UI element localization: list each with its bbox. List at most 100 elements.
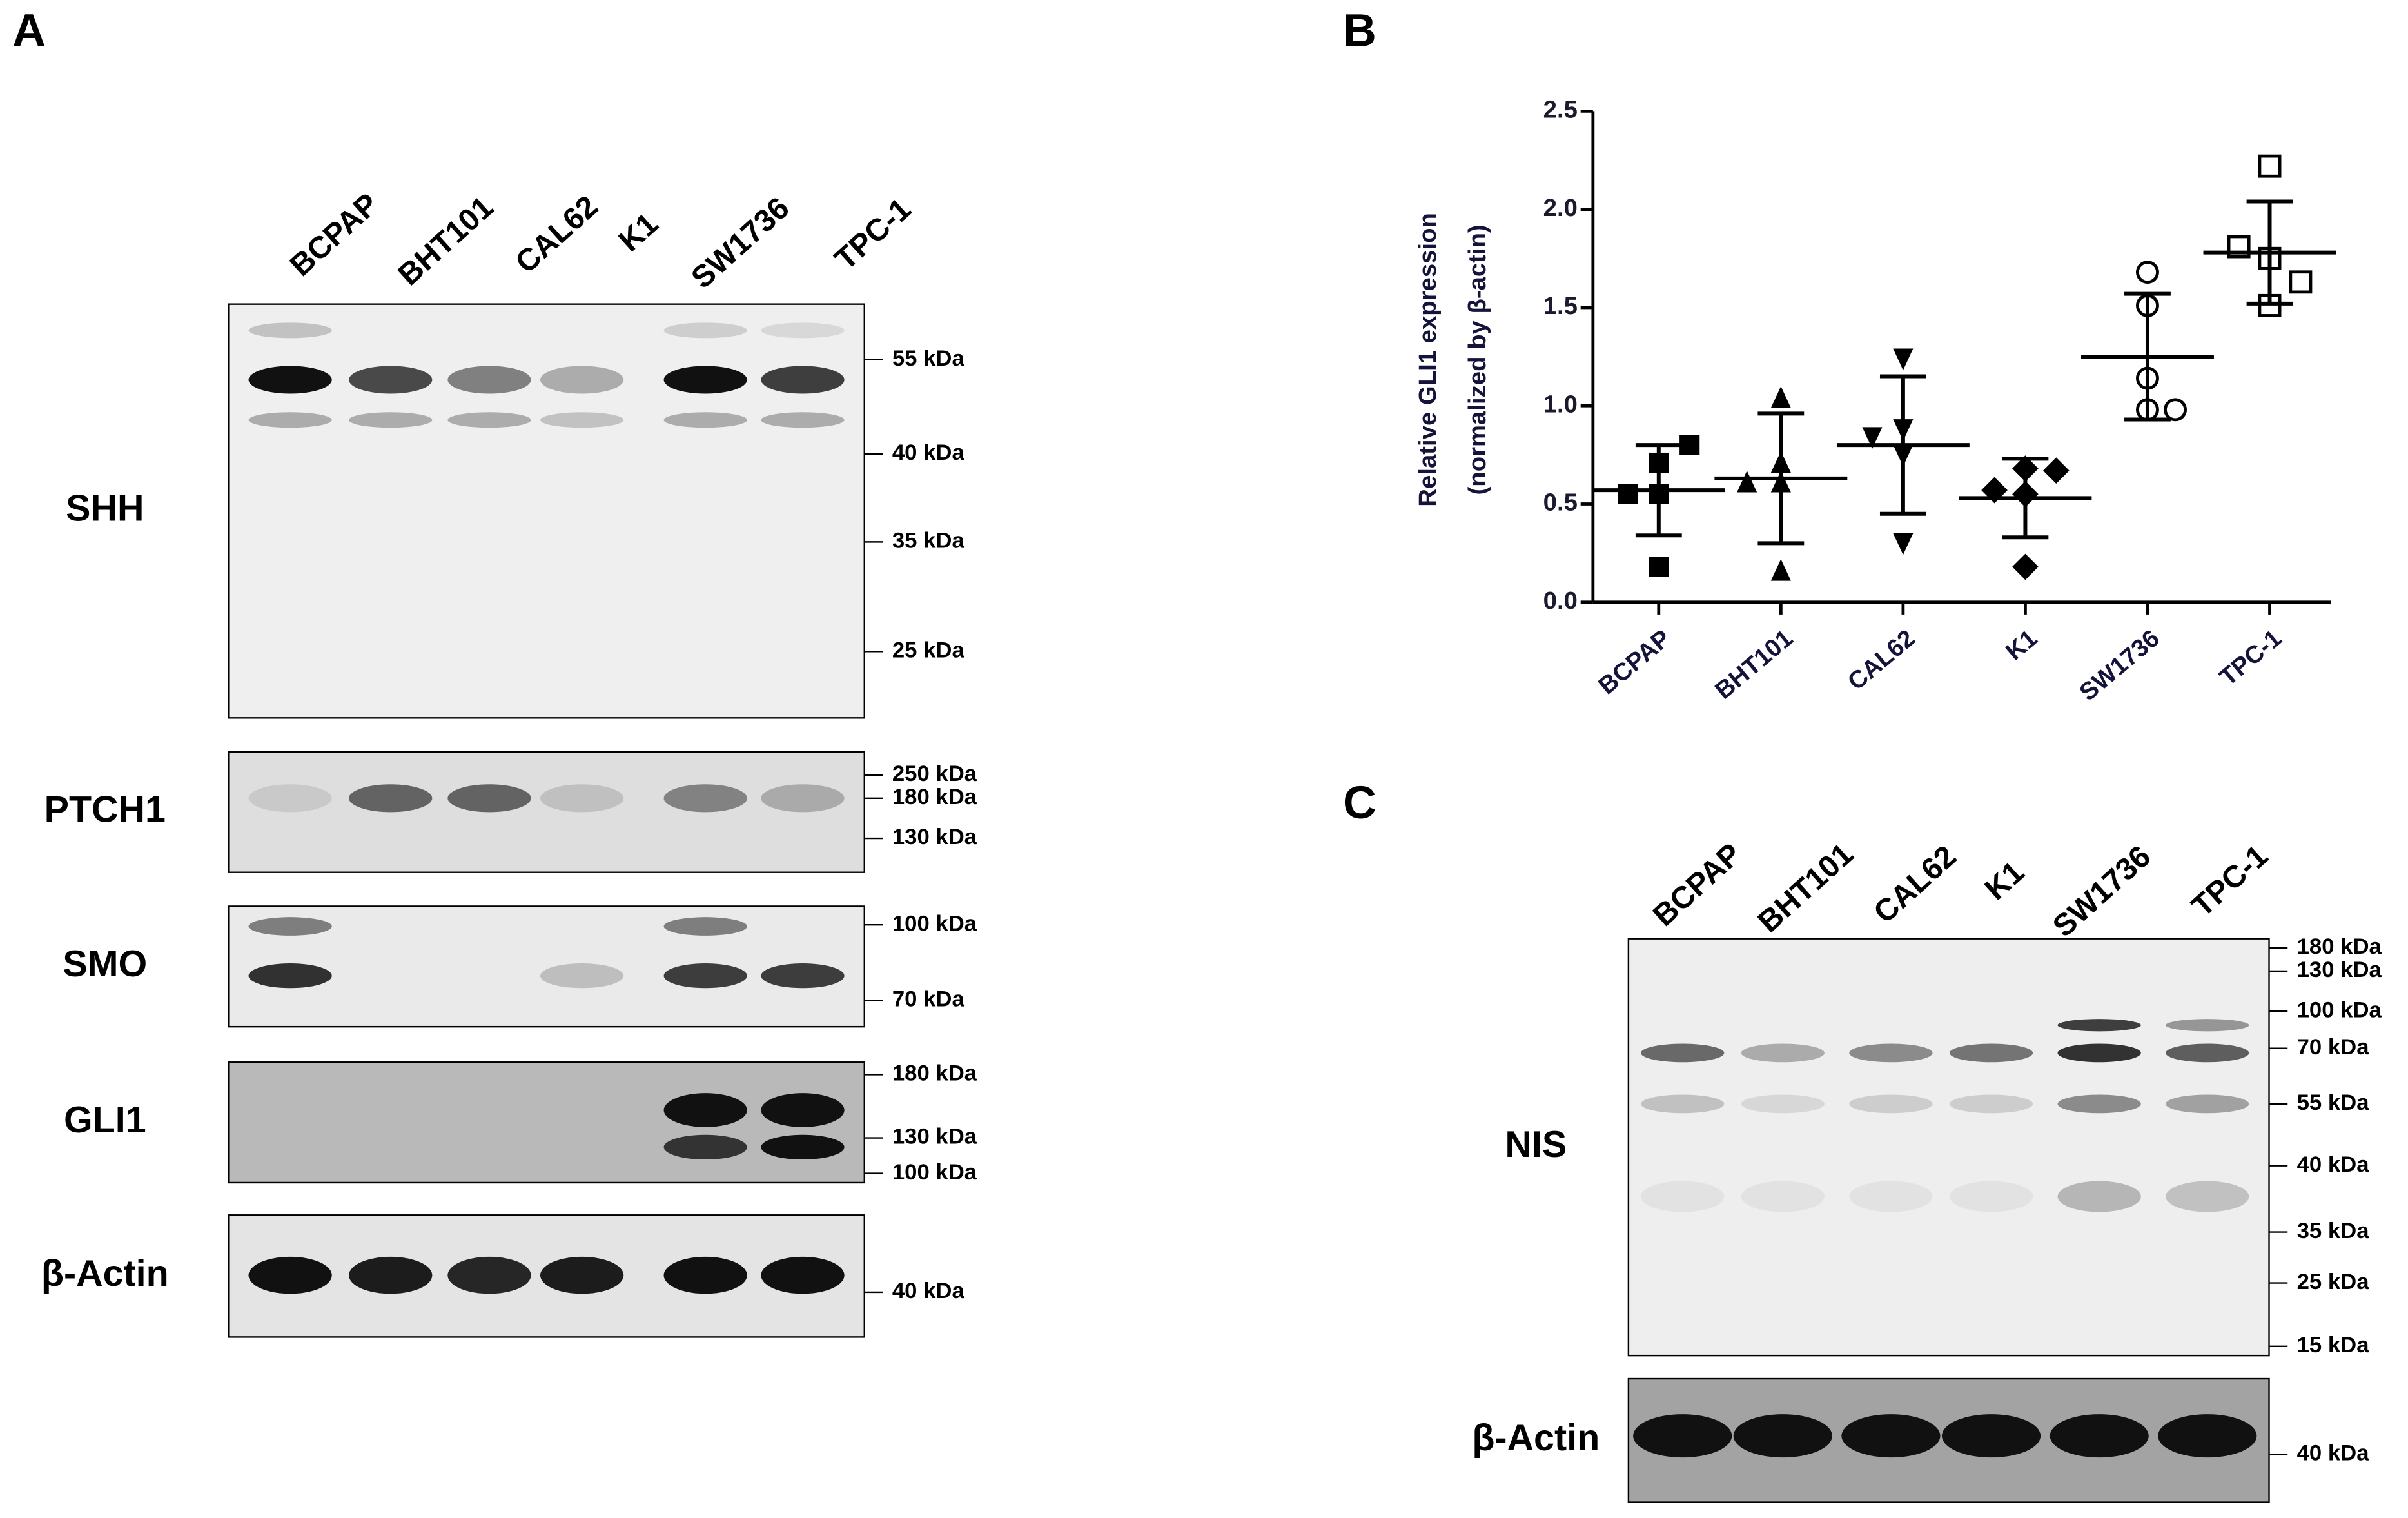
band <box>248 963 332 989</box>
band <box>540 784 624 813</box>
band <box>2166 1181 2249 1212</box>
marker-label: 40 kDa <box>892 440 965 465</box>
marker-label: 25 kDa <box>892 638 965 663</box>
point <box>1679 435 1700 455</box>
band <box>540 963 624 989</box>
band <box>248 1256 332 1294</box>
band <box>761 1134 845 1160</box>
marker-label: 35 kDa <box>892 529 965 553</box>
band <box>248 917 332 936</box>
point <box>2164 398 2188 422</box>
point <box>1893 533 1914 555</box>
marker-label: 180 kDa <box>892 785 977 809</box>
band <box>1949 1094 2033 1114</box>
protein-label: β-Actin <box>1472 1417 1600 1459</box>
point <box>2042 457 2070 484</box>
marker-label: 15 kDa <box>2297 1333 2370 1357</box>
band <box>663 412 747 428</box>
band <box>663 1134 747 1160</box>
protein-label: GLI1 <box>64 1099 146 1141</box>
band <box>248 412 332 428</box>
point <box>2012 553 2039 580</box>
point <box>1618 484 1638 504</box>
band <box>1849 1094 1933 1114</box>
marker-label: 130 kDa <box>892 1125 977 1149</box>
band <box>2057 1181 2141 1212</box>
marker-label: 250 kDa <box>892 762 977 786</box>
band <box>1849 1043 1933 1063</box>
band <box>1949 1043 2033 1063</box>
band <box>663 917 747 936</box>
band <box>2057 1043 2141 1063</box>
band <box>1733 1414 1832 1458</box>
band <box>540 412 624 428</box>
protein-label: NIS <box>1505 1124 1567 1165</box>
marker-label: 35 kDa <box>2297 1219 2370 1243</box>
point <box>2258 154 2282 178</box>
band <box>2158 1414 2257 1458</box>
y-axis-label: Relative GLI1 expression <box>1414 213 1442 507</box>
band <box>447 412 531 428</box>
point <box>2136 261 2159 284</box>
blot <box>228 1061 865 1184</box>
marker-label: 100 kDa <box>892 911 977 936</box>
y-tick-label: 0.5 <box>1543 489 1578 517</box>
point <box>1770 386 1791 408</box>
panel-label: C <box>1343 777 1376 829</box>
y-tick-label: 1.5 <box>1543 292 1578 320</box>
band <box>1641 1181 1725 1212</box>
blot <box>1627 938 2270 1357</box>
marker-label: 55 kDa <box>892 346 965 371</box>
band <box>1633 1414 1732 1458</box>
band <box>761 412 845 428</box>
y-tick-label: 2.0 <box>1543 194 1578 222</box>
band <box>663 1256 747 1294</box>
band <box>2050 1414 2149 1458</box>
band <box>1849 1181 1933 1212</box>
band <box>761 784 845 813</box>
band <box>248 784 332 813</box>
marker-label: 25 kDa <box>2297 1270 2370 1294</box>
band <box>663 963 747 989</box>
marker-label: 40 kDa <box>2297 1152 2370 1177</box>
marker-label: 55 kDa <box>2297 1090 2370 1115</box>
band <box>2166 1043 2249 1063</box>
band <box>663 1093 747 1127</box>
marker-label: 40 kDa <box>2297 1441 2370 1466</box>
protein-label: PTCH1 <box>44 789 166 831</box>
band <box>540 1256 624 1294</box>
band <box>663 784 747 813</box>
marker-label: 180 kDa <box>892 1061 977 1086</box>
band <box>2057 1019 2141 1032</box>
band <box>447 1256 531 1294</box>
blot <box>228 303 865 719</box>
protein-label: SHH <box>66 488 144 529</box>
band <box>2057 1094 2141 1114</box>
blot <box>228 905 865 1028</box>
band <box>1641 1043 1725 1063</box>
marker-label: 70 kDa <box>2297 1035 2370 1060</box>
band <box>447 784 531 813</box>
band <box>248 322 332 339</box>
point <box>1862 427 1883 449</box>
band <box>349 412 433 428</box>
marker-label: 130 kDa <box>892 825 977 849</box>
band <box>1741 1043 1825 1063</box>
blot <box>228 751 865 873</box>
point <box>2289 270 2313 294</box>
protein-label: β-Actin <box>41 1253 169 1294</box>
band <box>761 1256 845 1294</box>
band <box>761 322 845 339</box>
band <box>2166 1094 2249 1114</box>
band <box>540 366 624 394</box>
band <box>1941 1414 2041 1458</box>
band <box>447 366 531 394</box>
marker-label: 70 kDa <box>892 987 965 1012</box>
marker-label: 100 kDa <box>2297 998 2382 1022</box>
band <box>1741 1181 1825 1212</box>
marker-label: 180 kDa <box>2297 934 2382 959</box>
band <box>761 963 845 989</box>
band <box>1641 1094 1725 1114</box>
marker-label: 40 kDa <box>892 1279 965 1303</box>
